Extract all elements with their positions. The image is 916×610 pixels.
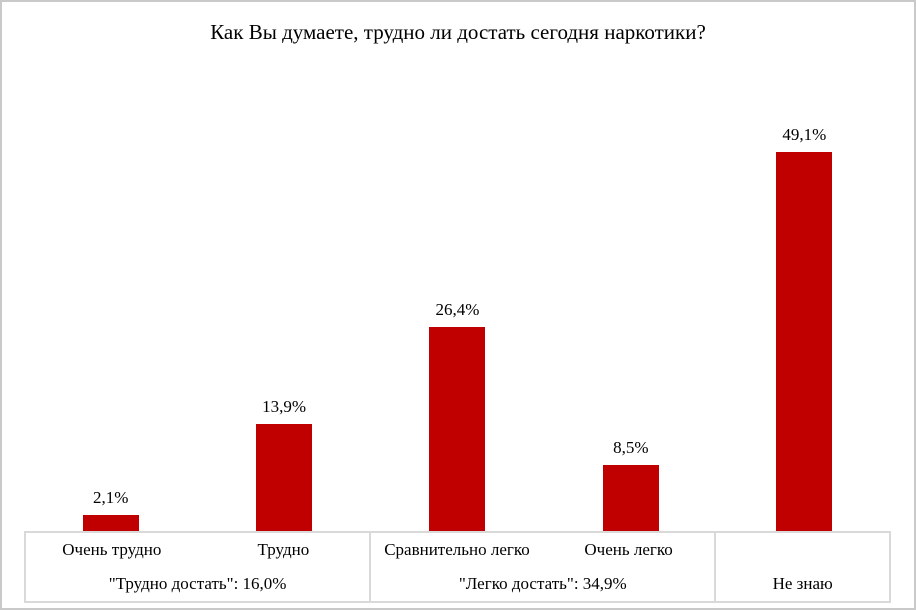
group-row: "Легко достать": 34,9% (371, 567, 714, 601)
bar-value-label: 2,1% (92, 488, 129, 507)
group-label-easy: "Легко достать": 34,9% (458, 574, 627, 593)
category-row (716, 533, 889, 567)
bar-slot: 49,1% (718, 60, 891, 531)
bar (776, 152, 833, 531)
category-axis: Очень трудно Трудно "Трудно достать": 16… (24, 531, 891, 603)
bar-value-label: 13,9% (262, 397, 307, 416)
bar-slot: 2,1% (24, 60, 197, 531)
axis-group-easy: Сравнительно легко Очень легко "Легко до… (371, 533, 717, 601)
axis-group-dont-know: Не знаю (716, 533, 889, 601)
axis-group-hard: Очень трудно Трудно "Трудно достать": 16… (26, 533, 372, 601)
group-label-hard: "Трудно достать": 16,0% (108, 574, 287, 593)
bar-value-label: 26,4% (435, 300, 480, 319)
plot-area: 2,1% 13,9% 26,4% 8,5% 49,1% (24, 60, 891, 531)
bar-slot: 13,9% (197, 60, 370, 531)
bar-slot: 8,5% (544, 60, 717, 531)
bar (602, 465, 659, 531)
chart-title: Как Вы думаете, трудно ли достать сегодн… (210, 20, 706, 44)
bar-value-label: 8,5% (613, 438, 649, 457)
group-row: "Трудно достать": 16,0% (26, 567, 369, 601)
category-label: Очень легко (584, 540, 673, 559)
bar (429, 327, 486, 531)
group-label-dont-know: Не знаю (772, 574, 833, 593)
group-row: Не знаю (716, 567, 889, 601)
category-row: Сравнительно легко Очень легко (371, 533, 714, 567)
bar-value-label: 49,1% (782, 125, 827, 144)
bar (82, 515, 139, 531)
category-label: Сравнительно легко (384, 540, 530, 559)
category-label: Трудно (257, 540, 310, 559)
bar-slot: 26,4% (371, 60, 544, 531)
category-label: Очень трудно (62, 540, 162, 559)
category-row: Очень трудно Трудно (26, 533, 369, 567)
bar (256, 424, 313, 531)
